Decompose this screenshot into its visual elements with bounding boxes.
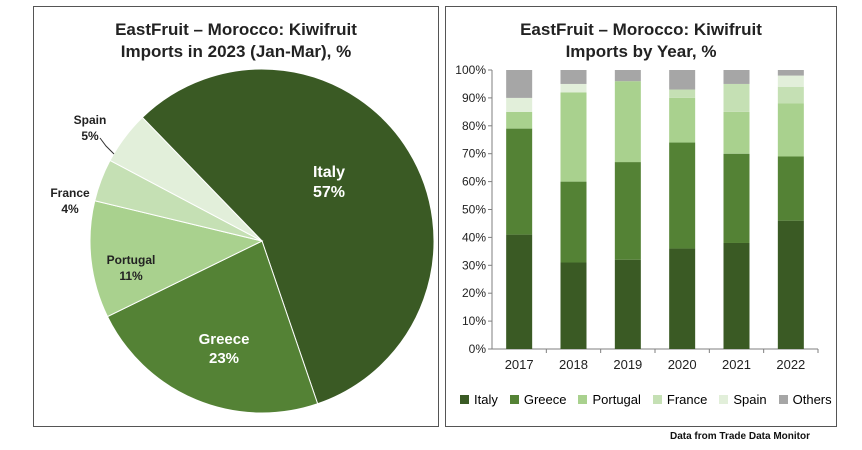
pie-chart-panel: EastFruit – Morocco: Kiwifruit Imports i…: [33, 6, 439, 427]
x-tick-label: 2019: [613, 357, 642, 372]
bar-chart-legend: Italy Greece Portugal France Spain Others: [460, 392, 838, 407]
bar-segment-france-2022: [777, 86, 804, 104]
bar-segment-others-2021: [723, 70, 750, 84]
bar-segment-portugal-2022: [777, 103, 804, 157]
bar-segment-italy-2020: [669, 248, 696, 349]
y-tick-label: 50%: [462, 203, 486, 217]
legend-label: Portugal: [592, 392, 641, 407]
bar-segment-italy-2018: [560, 262, 587, 349]
y-tick-label: 30%: [462, 258, 486, 272]
pie-title-line2: Imports in 2023 (Jan-Mar), %: [120, 42, 352, 61]
bar-segment-greece-2017: [506, 128, 533, 235]
pie-value-portugal: 11%: [119, 269, 143, 283]
pie-slice-spain: [109, 116, 263, 242]
legend-item-italy: Italy: [460, 392, 498, 407]
bar-segment-others-2020: [669, 70, 696, 90]
legend-label: Spain: [733, 392, 767, 407]
pie-slice-portugal: [89, 200, 264, 318]
bar-segment-spain-2018: [560, 83, 587, 93]
pie-title-line1: EastFruit – Morocco: Kiwifruit: [115, 20, 357, 39]
bar-segment-greece-2019: [614, 162, 641, 260]
legend-label: Greece: [523, 392, 567, 407]
pie-label-portugal: Portugal: [107, 253, 156, 267]
legend-label: Italy: [474, 392, 498, 407]
pie-label-greece: Greece: [199, 331, 250, 348]
bar-title-line2: Imports by Year, %: [565, 42, 717, 61]
bar-segment-italy-2021: [723, 242, 750, 349]
bar-segment-greece-2021: [723, 153, 750, 243]
legend-label: France: [666, 392, 708, 407]
bar-segment-portugal-2019: [614, 81, 641, 163]
y-tick-label: 20%: [462, 286, 486, 300]
bar-segment-italy-2022: [777, 220, 804, 349]
bar-chart-panel: EastFruit – Morocco: Kiwifruit Imports b…: [445, 6, 837, 427]
bar-chart-title: EastFruit – Morocco: Kiwifruit Imports b…: [446, 19, 836, 63]
bar-segment-others-2019: [614, 70, 641, 82]
bar-segment-greece-2022: [777, 156, 804, 221]
bar-segment-france-2020: [669, 89, 696, 98]
legend-swatch: [460, 395, 469, 404]
pie-label-spain: Spain: [74, 113, 107, 127]
x-tick-label: 2021: [722, 357, 751, 372]
legend-swatch: [652, 395, 662, 404]
y-tick-label: 70%: [462, 147, 486, 161]
pie-label-france: France: [50, 186, 90, 200]
y-tick-label: 40%: [462, 230, 486, 244]
legend-item-greece: Greece: [509, 392, 567, 407]
y-tick-label: 60%: [462, 175, 486, 189]
y-tick-label: 100%: [455, 63, 486, 77]
bar-segment-others-2017: [506, 70, 533, 98]
pie-leader-line-spain: [99, 137, 115, 155]
bar-segment-spain-2022: [777, 75, 804, 87]
pie-label-italy: Italy: [313, 164, 345, 181]
legend-swatch: [778, 395, 788, 404]
legend-item-france: France: [652, 392, 708, 407]
legend-label: Others: [792, 392, 832, 407]
legend-item-others: Others: [778, 392, 832, 407]
y-tick-label: 90%: [462, 91, 486, 105]
legend-item-spain: Spain: [719, 392, 767, 407]
y-tick-label: 80%: [462, 119, 486, 133]
bar-segment-greece-2020: [669, 142, 696, 249]
bar-segment-portugal-2020: [669, 97, 696, 143]
bar-segment-greece-2018: [560, 181, 587, 263]
y-tick-label: 0%: [469, 342, 487, 356]
bar-segment-others-2018: [560, 70, 587, 84]
y-tick-label: 10%: [462, 314, 486, 328]
legend-swatch: [719, 395, 729, 404]
x-tick-label: 2017: [505, 357, 534, 372]
pie-value-italy: 57%: [313, 184, 345, 201]
source-note: Data from Trade Data Monitor: [669, 431, 810, 442]
bar-segment-france-2021: [723, 83, 750, 112]
bar-segment-others-2022: [777, 70, 804, 76]
pie-chart: Italy 57% Greece 23% Portugal 11% France 4% Spai…: [50, 68, 435, 414]
pie-slice-greece: [106, 240, 319, 414]
pie-value-greece: 23%: [209, 350, 239, 367]
pie-slice-italy: [141, 68, 435, 405]
bar-title-line1: EastFruit – Morocco: Kiwifruit: [520, 20, 762, 39]
x-tick-label: 2022: [776, 357, 805, 372]
legend-swatch: [578, 395, 588, 404]
pie-value-france: 4%: [61, 202, 79, 216]
legend-item-portugal: Portugal: [578, 392, 641, 407]
x-tick-label: 2018: [559, 357, 588, 372]
bar-segment-italy-2019: [614, 259, 641, 349]
pie-value-spain: 5%: [81, 129, 99, 143]
x-tick-label: 2020: [668, 357, 697, 372]
stacked-bar-chart: 0% 10% 20% 30% 40% 50% 60% 70% 80% 90% 100% 2017 201…: [455, 63, 819, 372]
bar-segment-italy-2017: [506, 234, 533, 349]
bar-segment-portugal-2018: [560, 92, 587, 182]
legend-swatch: [509, 395, 519, 404]
pie-chart-title: EastFruit – Morocco: Kiwifruit Imports i…: [34, 19, 438, 63]
bar-segment-portugal-2017: [506, 111, 533, 129]
bar-segment-portugal-2021: [723, 111, 750, 154]
bar-segment-spain-2017: [506, 97, 533, 112]
